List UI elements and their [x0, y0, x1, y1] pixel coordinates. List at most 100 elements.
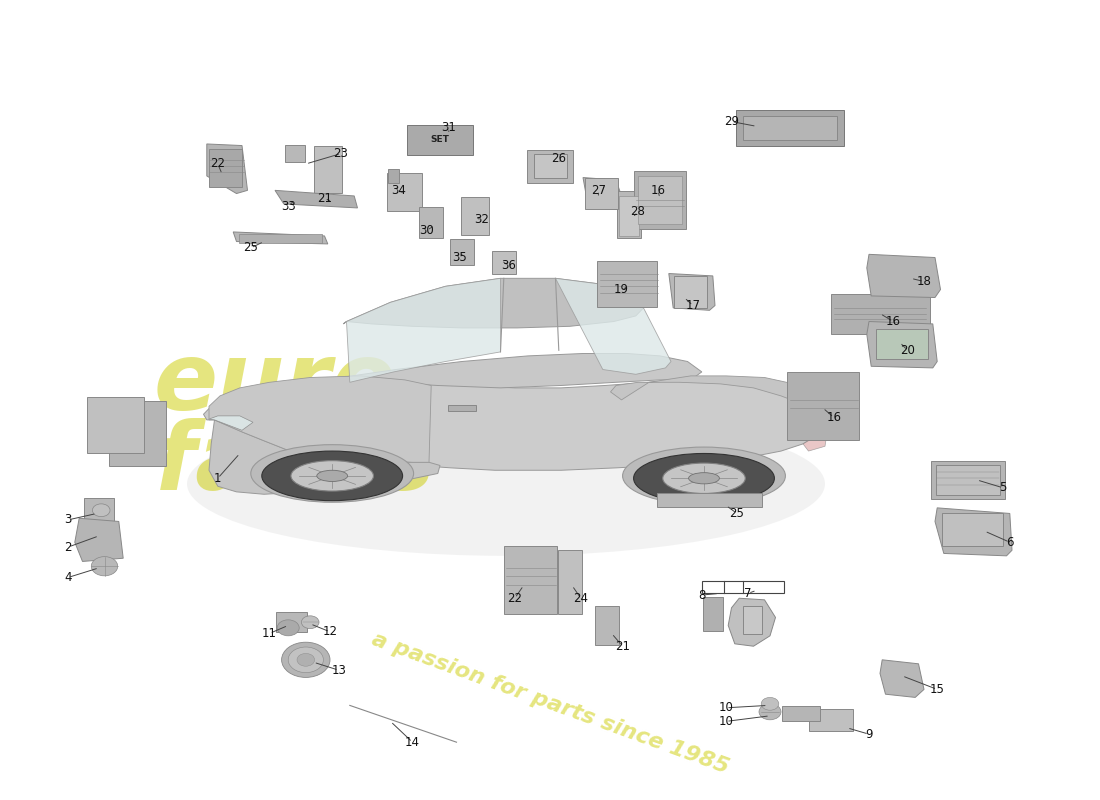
Bar — [830, 294, 930, 334]
Polygon shape — [209, 376, 431, 462]
Text: 24: 24 — [573, 592, 588, 605]
Circle shape — [288, 647, 323, 673]
Bar — [315, 146, 341, 193]
Bar — [387, 173, 422, 211]
Polygon shape — [204, 380, 827, 470]
Bar — [407, 125, 473, 155]
Text: 15: 15 — [930, 683, 945, 696]
Ellipse shape — [251, 445, 414, 502]
Text: SET: SET — [430, 135, 450, 145]
Polygon shape — [277, 354, 702, 408]
Polygon shape — [233, 232, 328, 244]
Bar — [585, 178, 618, 209]
Text: 8: 8 — [698, 589, 705, 602]
Text: 3: 3 — [65, 514, 72, 526]
Text: 12: 12 — [322, 626, 338, 638]
Text: 10: 10 — [718, 715, 734, 728]
Bar — [534, 154, 566, 178]
Text: 27: 27 — [591, 184, 606, 197]
Text: 6: 6 — [1006, 536, 1013, 549]
Bar — [674, 276, 707, 308]
Text: 26: 26 — [551, 152, 566, 165]
Ellipse shape — [262, 451, 403, 501]
Bar — [285, 145, 305, 162]
Polygon shape — [207, 144, 248, 194]
Text: 35: 35 — [452, 251, 468, 264]
Bar — [942, 513, 1003, 546]
Bar — [658, 493, 761, 507]
Text: 10: 10 — [718, 702, 734, 714]
Bar — [558, 550, 582, 614]
Circle shape — [297, 654, 315, 666]
Text: 14: 14 — [405, 736, 420, 749]
Polygon shape — [275, 190, 358, 208]
Bar — [617, 191, 641, 238]
Text: euro: euro — [154, 338, 397, 430]
Polygon shape — [935, 508, 1012, 556]
Text: a passion for parts since 1985: a passion for parts since 1985 — [368, 630, 732, 778]
Bar — [931, 461, 1005, 499]
Text: 21: 21 — [317, 192, 332, 205]
Bar — [240, 234, 321, 243]
Text: 16: 16 — [650, 184, 666, 197]
Polygon shape — [343, 278, 644, 328]
Polygon shape — [583, 178, 621, 210]
Text: 18: 18 — [916, 275, 932, 288]
Bar — [736, 110, 844, 146]
Text: 31: 31 — [441, 122, 456, 134]
Text: 36: 36 — [500, 259, 516, 272]
Polygon shape — [728, 598, 776, 646]
Polygon shape — [209, 420, 440, 494]
Text: 17: 17 — [685, 299, 701, 312]
Bar — [808, 709, 852, 731]
Bar — [462, 197, 488, 235]
Bar — [595, 606, 619, 645]
Text: 9: 9 — [866, 728, 872, 741]
Text: faces: faces — [154, 418, 436, 510]
Circle shape — [92, 504, 110, 517]
Text: 22: 22 — [507, 592, 522, 605]
Bar — [742, 606, 762, 634]
Bar — [109, 401, 166, 466]
Text: 19: 19 — [614, 283, 629, 296]
Bar — [619, 196, 639, 236]
Bar — [388, 169, 399, 183]
Bar — [702, 581, 784, 594]
Circle shape — [761, 698, 779, 710]
Text: 7: 7 — [745, 587, 751, 600]
Polygon shape — [209, 416, 253, 430]
Ellipse shape — [623, 447, 785, 505]
Bar — [492, 251, 516, 274]
Text: 21: 21 — [615, 640, 630, 653]
Text: 4: 4 — [65, 571, 72, 584]
Polygon shape — [867, 254, 940, 298]
Bar — [450, 239, 474, 265]
Text: 1: 1 — [214, 472, 221, 485]
Ellipse shape — [290, 461, 373, 491]
Ellipse shape — [317, 470, 348, 482]
Polygon shape — [346, 278, 500, 382]
Bar — [504, 546, 557, 614]
Ellipse shape — [634, 454, 774, 503]
Circle shape — [91, 557, 118, 576]
Text: 16: 16 — [826, 411, 842, 424]
Text: 13: 13 — [331, 664, 346, 677]
Bar — [596, 261, 658, 307]
Bar — [419, 207, 443, 238]
Text: 16: 16 — [886, 315, 901, 328]
Bar — [449, 405, 475, 411]
Text: 23: 23 — [333, 147, 349, 160]
Text: 11: 11 — [262, 627, 277, 640]
Bar — [781, 706, 821, 721]
Polygon shape — [610, 376, 823, 432]
Text: 2: 2 — [65, 541, 72, 554]
Text: 22: 22 — [210, 158, 225, 170]
Bar — [638, 176, 682, 224]
Bar — [876, 329, 928, 359]
Text: 25: 25 — [729, 507, 745, 520]
Polygon shape — [803, 432, 827, 451]
Text: 30: 30 — [419, 224, 435, 237]
Bar — [84, 498, 114, 522]
Ellipse shape — [689, 473, 719, 484]
Polygon shape — [867, 322, 937, 368]
